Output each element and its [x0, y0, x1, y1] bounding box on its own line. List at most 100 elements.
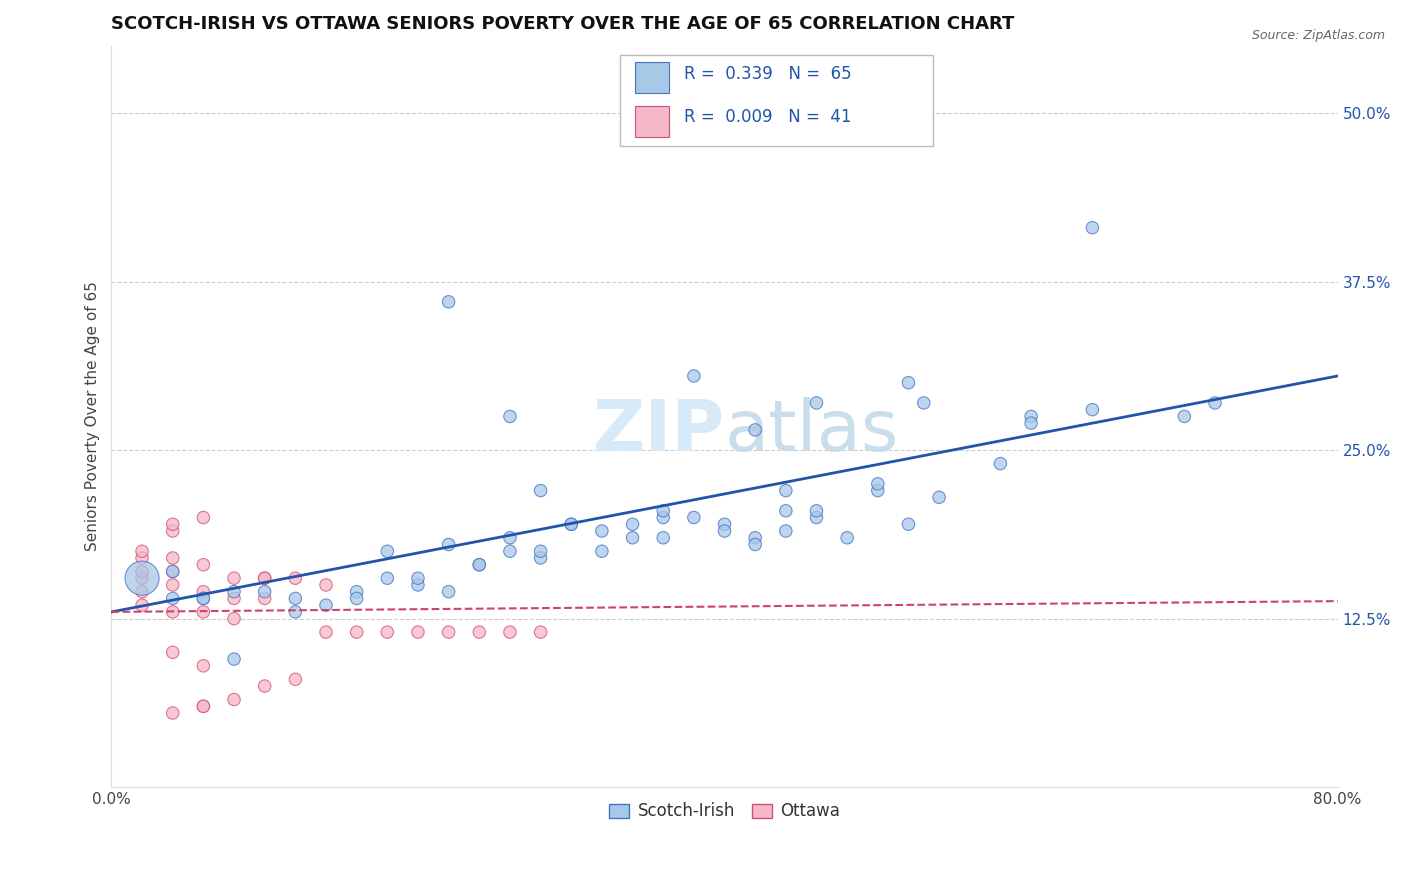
- Y-axis label: Seniors Poverty Over the Age of 65: Seniors Poverty Over the Age of 65: [86, 282, 100, 551]
- Point: [529, 625, 551, 640]
- Point: [468, 558, 491, 572]
- Point: [346, 584, 368, 599]
- Point: [529, 544, 551, 558]
- Point: [912, 396, 935, 410]
- Point: [162, 517, 184, 532]
- Point: [131, 571, 153, 585]
- Point: [346, 625, 368, 640]
- Point: [1173, 409, 1195, 424]
- Point: [284, 673, 307, 687]
- Point: [131, 551, 153, 566]
- Point: [162, 578, 184, 592]
- Point: [499, 409, 522, 424]
- Point: [560, 517, 582, 532]
- Point: [897, 517, 920, 532]
- Point: [253, 591, 276, 606]
- Point: [193, 591, 215, 606]
- Point: [652, 504, 675, 518]
- Point: [683, 368, 706, 383]
- Point: [560, 517, 582, 532]
- Bar: [636, 105, 669, 136]
- Point: [162, 565, 184, 579]
- Point: [284, 571, 307, 585]
- Point: [529, 551, 551, 566]
- Text: ZIP: ZIP: [592, 397, 724, 466]
- Point: [744, 423, 766, 437]
- Point: [621, 517, 644, 532]
- Point: [253, 584, 276, 599]
- Point: [375, 544, 398, 558]
- Point: [713, 517, 735, 532]
- Point: [406, 625, 429, 640]
- Point: [162, 605, 184, 619]
- Point: [131, 584, 153, 599]
- Point: [621, 531, 644, 545]
- Point: [806, 396, 828, 410]
- Text: SCOTCH-IRISH VS OTTAWA SENIORS POVERTY OVER THE AGE OF 65 CORRELATION CHART: SCOTCH-IRISH VS OTTAWA SENIORS POVERTY O…: [111, 15, 1015, 33]
- Point: [193, 591, 215, 606]
- Point: [375, 625, 398, 640]
- Point: [897, 376, 920, 390]
- Point: [437, 294, 460, 309]
- Point: [683, 510, 706, 524]
- Point: [193, 605, 215, 619]
- Point: [866, 476, 889, 491]
- Point: [284, 591, 307, 606]
- Point: [1019, 409, 1042, 424]
- Point: [162, 551, 184, 566]
- Text: atlas: atlas: [724, 397, 898, 466]
- FancyBboxPatch shape: [620, 55, 934, 145]
- Point: [1204, 396, 1226, 410]
- Point: [928, 491, 950, 505]
- Point: [193, 510, 215, 524]
- Bar: [636, 62, 669, 94]
- Point: [744, 537, 766, 551]
- Point: [744, 531, 766, 545]
- Point: [529, 483, 551, 498]
- Point: [468, 558, 491, 572]
- Point: [437, 625, 460, 640]
- Point: [162, 591, 184, 606]
- Point: [806, 510, 828, 524]
- Point: [437, 584, 460, 599]
- Point: [131, 544, 153, 558]
- Point: [284, 605, 307, 619]
- Point: [775, 504, 797, 518]
- Text: R =  0.009   N =  41: R = 0.009 N = 41: [685, 108, 852, 126]
- Point: [193, 658, 215, 673]
- Point: [253, 679, 276, 693]
- Point: [499, 544, 522, 558]
- Point: [406, 578, 429, 592]
- Point: [131, 565, 153, 579]
- Point: [162, 524, 184, 538]
- Point: [499, 625, 522, 640]
- Point: [713, 524, 735, 538]
- Point: [222, 612, 245, 626]
- Point: [652, 531, 675, 545]
- Point: [437, 537, 460, 551]
- Point: [162, 645, 184, 659]
- Point: [499, 531, 522, 545]
- Point: [222, 591, 245, 606]
- Point: [1081, 220, 1104, 235]
- Point: [806, 504, 828, 518]
- Point: [315, 598, 337, 612]
- Point: [775, 524, 797, 538]
- Point: [866, 483, 889, 498]
- Point: [193, 584, 215, 599]
- Point: [346, 591, 368, 606]
- Point: [652, 510, 675, 524]
- Point: [253, 571, 276, 585]
- Point: [837, 531, 859, 545]
- Point: [315, 625, 337, 640]
- Point: [162, 565, 184, 579]
- Point: [193, 699, 215, 714]
- Point: [591, 544, 613, 558]
- Point: [222, 652, 245, 666]
- Point: [375, 571, 398, 585]
- Text: R =  0.339   N =  65: R = 0.339 N = 65: [685, 65, 852, 83]
- Legend: Scotch-Irish, Ottawa: Scotch-Irish, Ottawa: [603, 796, 846, 827]
- Point: [193, 558, 215, 572]
- Point: [315, 578, 337, 592]
- Point: [131, 571, 153, 585]
